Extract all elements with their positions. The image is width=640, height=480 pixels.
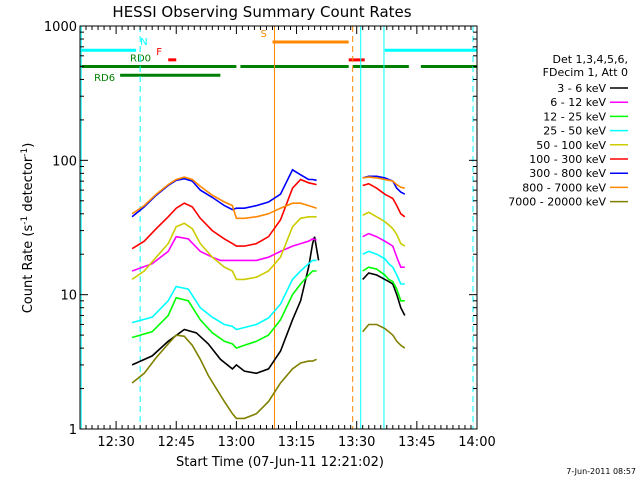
series-line-8 [362,323,406,349]
legend-header: Det 1,3,4,5,6, [552,53,628,66]
footer-date: 7-Jun-2011 08:57 [566,467,636,476]
legend-entry-label: 50 - 100 keV [536,139,606,152]
series-line-5 [131,178,317,250]
legend-entry-label: 3 - 6 keV [557,82,606,95]
x-tick-label: 13:30 [338,435,375,450]
series-line-3 [362,250,405,285]
legend-header: FDecim 1, Att 0 [543,66,628,79]
y-tick-label: 1000 [44,20,77,35]
legend-entry-label: 6 - 12 keV [550,96,606,109]
series-line-1 [362,232,405,268]
legend: Det 1,3,4,5,6,FDecim 1, Att 0 3 - 6 keV6 … [508,53,628,209]
legend-entry-label: 25 - 50 keV [543,125,606,138]
series-line-2 [362,266,405,302]
series-line-5 [362,182,406,218]
series-line-3 [131,259,317,331]
y-axis: 1 10 100 1000 [44,20,477,438]
flag-label-s: S [260,29,266,40]
y-tick-label: 100 [52,154,77,169]
series-line-2 [131,270,317,350]
series-line-1 [131,235,317,272]
flag-label-n: N [140,37,147,48]
legend-entry-label: 7000 - 20000 keV [508,196,606,209]
legend-entry-label: 300 - 800 keV [529,167,606,180]
series-line-4 [131,216,317,281]
flag-label-rd6: RD6 [94,73,115,84]
y-tick-label: 1 [69,423,77,438]
x-tick-label: 13:00 [218,435,255,450]
series-lines [131,168,406,420]
x-tick-label: 12:45 [158,435,195,450]
y-tick-label: 10 [60,289,77,304]
series-line-0 [362,272,406,316]
flag-label-f: F [156,47,162,58]
x-tick-label: 12:30 [97,435,134,450]
y-axis-label: Count Rate (s-1 detector-1) [20,143,36,314]
series-line-8 [131,334,317,420]
legend-entry-label: 100 - 300 keV [529,153,606,166]
x-axis-label: Start Time (07-Jun-11 12:21:02) [176,455,384,470]
legend-entry-label: 800 - 7000 keV [522,181,606,194]
x-axis: 12:30 12:45 13:00 13:15 13:30 13:45 14:00 [79,26,496,450]
legend-entry-label: 12 - 25 keV [543,110,606,123]
x-tick-label: 14:00 [458,435,495,450]
series-line-7 [362,176,405,189]
chart-title: HESSI Observing Summary Count Rates [112,3,411,21]
x-tick-label: 13:45 [398,435,435,450]
series-line-7 [131,176,317,220]
series-line-0 [131,236,320,375]
series-line-4 [362,211,406,247]
x-tick-label: 13:15 [278,435,315,450]
